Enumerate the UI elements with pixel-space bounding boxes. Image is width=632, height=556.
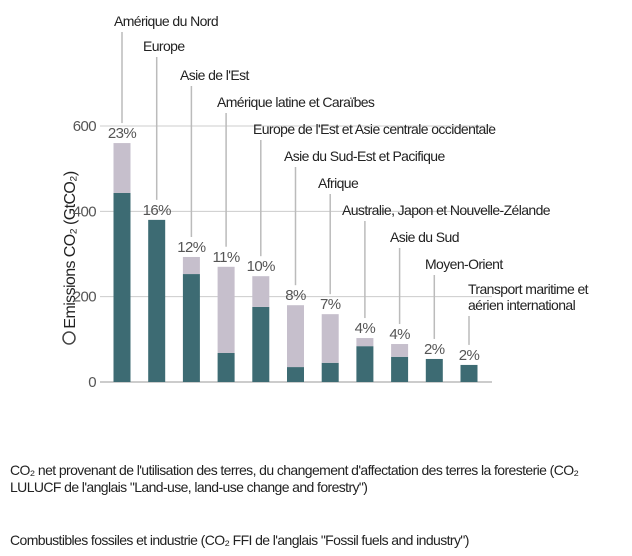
share-label: 16% [143,202,171,219]
y-tick-label: 0 [88,374,96,391]
bar-segment [321,362,339,382]
y-tick-label: 600 [73,118,96,135]
bar-segment [252,276,270,307]
category-label: Australie, Japon et Nouvelle-Zélande [342,202,551,218]
category-label: aérien international [468,297,576,313]
share-label: 2% [459,347,480,364]
axis-icon [62,331,76,345]
bar-segment [113,192,131,382]
y-axis-label: Emissions CO₂ (GtCO₂) [62,171,79,328]
category-label: Europe [143,38,185,54]
share-label: 11% [213,249,240,266]
bar-segment [321,314,339,363]
category-label: Transport maritime et [468,281,589,297]
bar-segment [148,219,166,382]
share-label: 4% [355,320,376,337]
share-label: 4% [389,326,410,343]
share-label: 12% [177,239,205,256]
bar-segment [425,358,443,382]
bar-segment [182,256,200,275]
bar-segment [252,306,270,382]
share-label: 10% [247,258,275,275]
bar-segment [460,364,478,382]
category-label: Amérique du Nord [114,13,218,29]
share-label: 8% [285,287,306,304]
category-label: Asie du Sud-Est et Pacifique [284,148,445,164]
bar-segment [182,274,200,382]
bar-segment [391,344,409,357]
bar-segment [113,143,131,193]
bar-segment [356,346,374,382]
legend-lulucf: CO₂ net provenant de l'utilisation des t… [10,462,579,495]
category-label: Afrique [318,175,359,191]
category-label: Moyen-Orient [425,256,503,272]
bar-segment [217,352,235,382]
bar-segment [287,305,304,368]
bar-segment [287,367,304,382]
category-label: Asie de l'Est [180,67,250,83]
y-tick-label: 200 [73,289,96,306]
chart: Emissions CO₂ (GtCO₂) 0 200 400 600 23% Améri… [62,13,589,391]
bar-segment [391,356,409,382]
share-label: 7% [320,296,341,313]
category-label: Europe de l'Est et Asie centrale occiden… [253,121,496,137]
share-label: 2% [424,341,445,358]
bar-segment [217,266,235,353]
category-label: Amérique latine et Caraïbes [217,94,375,110]
category-label: Asie du Sud [390,229,459,245]
share-label: 23% [108,125,136,142]
bar-segment [356,338,374,347]
y-tick-label: 400 [73,203,96,220]
legend-ffi: Combustibles fossiles et industrie (CO₂ … [10,532,469,548]
